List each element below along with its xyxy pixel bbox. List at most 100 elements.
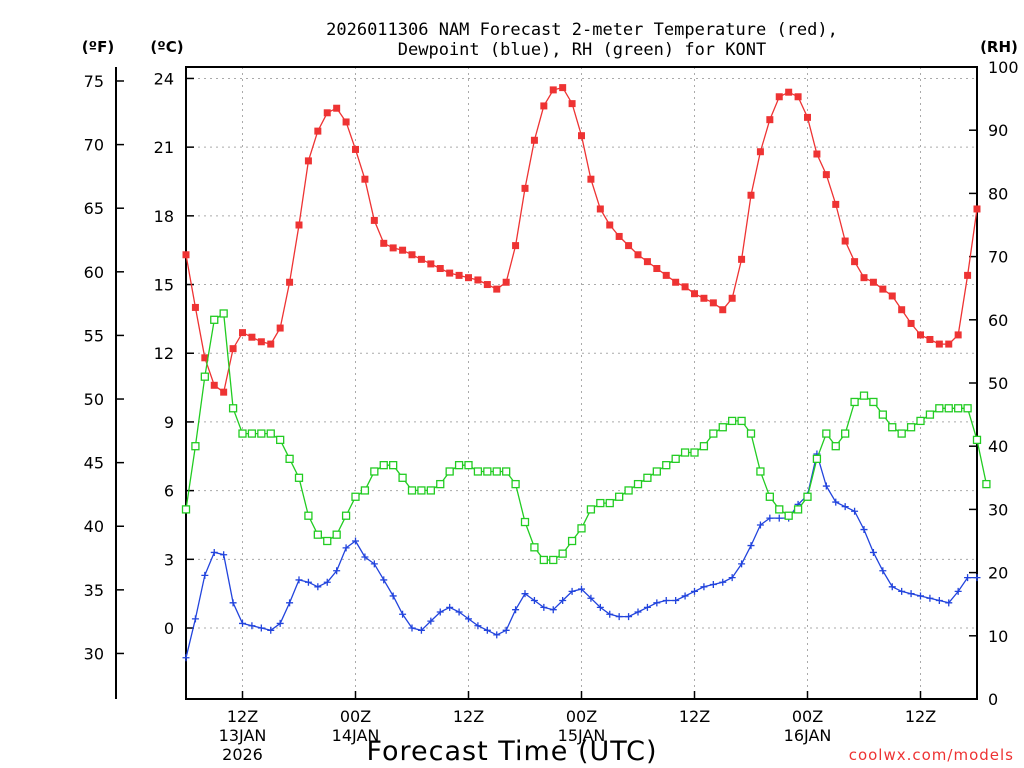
fahrenheit-tick-label: 50 (84, 390, 104, 409)
dewpoint-point (766, 514, 774, 522)
dewpoint-point (964, 574, 972, 582)
celsius-axis: 0 3 6 9 12 15 18 21 24 (154, 69, 194, 638)
dewpoint-point (248, 622, 256, 630)
dewpoint-point (869, 548, 877, 556)
dewpoint-point (898, 587, 906, 595)
temperature-point (898, 306, 906, 314)
dewpoint-point (399, 610, 407, 618)
rh-point (191, 442, 200, 451)
rh-tick-label: 50 (988, 374, 1008, 393)
dewpoint-point (709, 581, 717, 589)
fahrenheit-tick-label: 55 (84, 326, 104, 345)
temperature-point (785, 88, 793, 96)
rh-point (624, 486, 633, 495)
dewpoint-point (493, 631, 501, 639)
temperature-point (625, 242, 633, 250)
rh-point (812, 454, 822, 463)
rh-point (313, 530, 322, 539)
dewpoint-point (380, 576, 388, 584)
temperature-point (436, 265, 444, 273)
dewpoint-point (700, 583, 708, 591)
rh-point (200, 372, 209, 381)
rh-point (888, 423, 897, 432)
dewpoint-point (220, 551, 228, 559)
dewpoint-point (841, 503, 849, 511)
rh-point (944, 404, 953, 413)
rh-point (567, 536, 577, 546)
temperature-point (380, 239, 388, 247)
rh-point (417, 486, 426, 495)
rh-point (652, 467, 661, 476)
dewpoint-point (747, 542, 755, 550)
rh-point (709, 429, 718, 438)
rh-point (294, 473, 304, 482)
rh-point (323, 536, 332, 546)
temperature-point (502, 278, 510, 286)
rh-tick-label: 10 (988, 627, 1008, 646)
dewpoint-point (672, 597, 680, 605)
rh-point (426, 486, 435, 495)
time-tick-label: 00Z (566, 707, 597, 726)
dewpoint-point (625, 613, 633, 621)
rh-tick-label: 20 (988, 564, 1008, 583)
rh-point (935, 404, 944, 413)
credit-label: coolwx.com/models (849, 746, 1014, 764)
rh-point (228, 404, 238, 413)
rh-point (407, 486, 417, 495)
dewpoint-point (907, 590, 915, 598)
temperature-point (964, 271, 972, 279)
dewpoint-point (352, 537, 359, 545)
dewpoint-point (615, 613, 623, 621)
rh-point (633, 479, 643, 489)
rh-point (492, 467, 501, 476)
temperature-point (709, 299, 717, 307)
temperature-point (521, 184, 529, 192)
temperature-point (973, 205, 981, 213)
dewpoint-point (596, 603, 604, 611)
temperature-point (267, 340, 275, 348)
temperature-point (822, 171, 830, 179)
rh-point (454, 461, 464, 470)
temperature-point (530, 136, 538, 144)
temperature-point (342, 118, 350, 126)
dewpoint-point (606, 610, 614, 618)
rh-point (511, 479, 520, 489)
rh-point (690, 448, 699, 457)
rh-tick-label: 40 (988, 437, 1008, 456)
temperature-point (860, 274, 868, 282)
rh-point (586, 505, 596, 514)
rh-point (925, 410, 935, 419)
rh-point (379, 461, 388, 470)
temperature-point (568, 100, 576, 108)
dewpoint-point (436, 608, 444, 616)
temperature-point (483, 281, 491, 289)
rh-point (247, 429, 257, 438)
dewpoint-point (314, 583, 322, 591)
temperature-point (813, 150, 821, 158)
time-tick-year-label: 2026 (222, 745, 263, 764)
temperature-point (653, 265, 661, 273)
dewpoint-point (691, 587, 698, 595)
rh-tick-label: 90 (988, 121, 1008, 140)
dewpoint-point (578, 585, 585, 593)
rh-axis: 0 10 20 30 40 50 60 70 80 90 100 (969, 58, 1019, 709)
rh-series (181, 309, 991, 565)
rh-point (332, 530, 341, 539)
temperature-point (700, 294, 708, 302)
fahrenheit-tick-label: 35 (84, 581, 104, 600)
celsius-tick-label: 18 (154, 207, 174, 226)
rh-point (257, 429, 266, 438)
temperature-point (465, 274, 472, 282)
temperature-point (747, 191, 755, 199)
rh-point (850, 397, 859, 407)
rh-point (784, 511, 793, 520)
temperature-point (879, 285, 887, 293)
rh-point (464, 461, 473, 470)
celsius-tick-label: 24 (154, 69, 174, 88)
rh-point (737, 416, 746, 426)
time-tick-label: 12Z (453, 707, 484, 726)
dewpoint-point (512, 606, 520, 614)
rh-point (982, 479, 991, 489)
temperature-point (728, 294, 736, 302)
